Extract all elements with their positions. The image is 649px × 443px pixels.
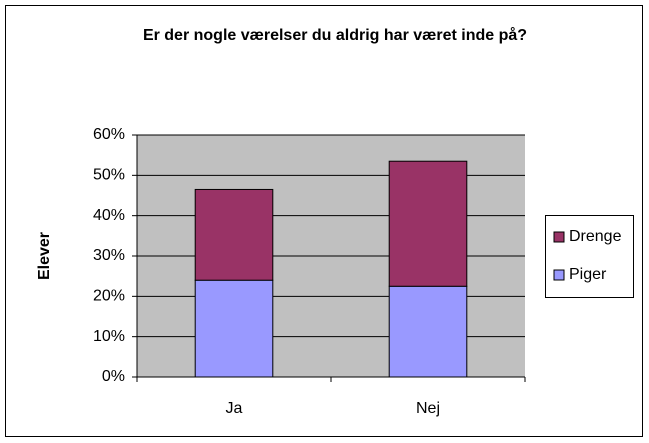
y-tick-label: 30% [93, 247, 125, 264]
legend [545, 215, 634, 298]
legend-swatch [553, 231, 565, 243]
legend-swatch [553, 269, 565, 281]
chart-title: Er der nogle værelser du aldrig har være… [142, 27, 528, 44]
y-tick-label: 0% [102, 368, 125, 385]
bar-segment [194, 188, 274, 281]
y-tick-label: 20% [93, 288, 125, 305]
legend-label: Piger [569, 266, 607, 283]
legend-label: Drenge [569, 228, 622, 245]
bar-segment [388, 160, 468, 287]
y-tick-label: 10% [93, 328, 125, 345]
bar-segment [194, 279, 274, 378]
y-axis-label: Elever [36, 232, 53, 280]
y-tick-label: 40% [93, 207, 125, 224]
x-tick-label: Ja [226, 400, 243, 417]
y-tick-label: 60% [93, 126, 125, 143]
x-tick-label: Nej [416, 400, 440, 417]
bar-segment [388, 285, 468, 378]
y-tick-label: 50% [93, 167, 125, 184]
